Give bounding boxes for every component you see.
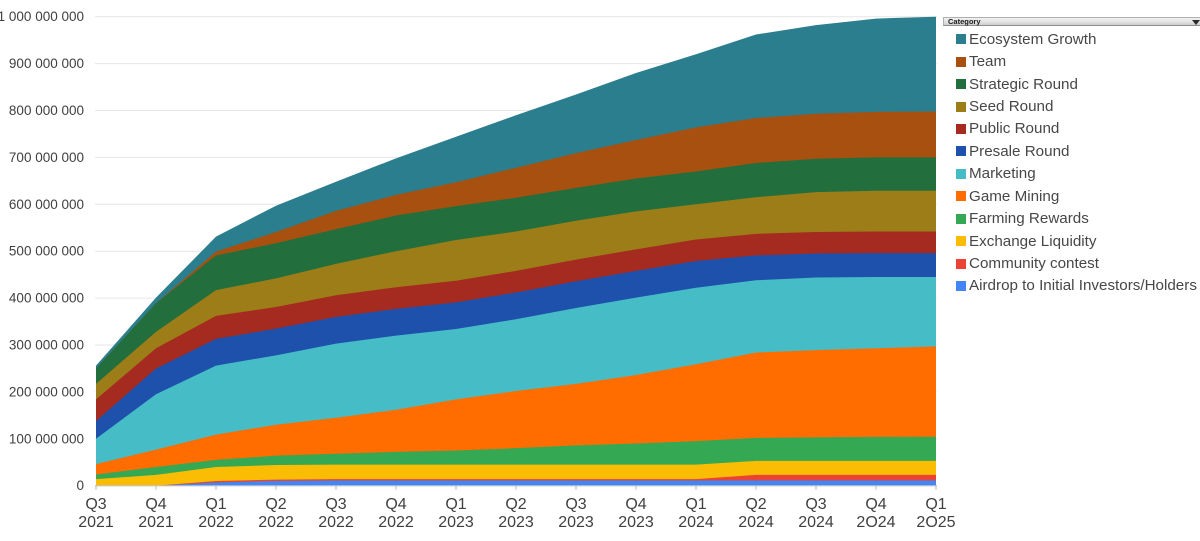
svg-text:Q1: Q1 [205,496,226,513]
svg-text:2023: 2023 [618,514,654,531]
svg-text:200 000 000: 200 000 000 [9,384,84,399]
svg-text:2023: 2023 [438,514,474,531]
svg-text:1 000 000 000: 1 000 000 000 [0,9,84,24]
svg-text:2021: 2021 [138,514,174,531]
svg-text:2023: 2023 [558,514,594,531]
svg-text:800 000 000: 800 000 000 [9,103,84,118]
svg-text:Q1: Q1 [685,496,706,513]
svg-text:2024: 2024 [738,514,774,531]
svg-text:300 000 000: 300 000 000 [9,338,84,353]
svg-text:500 000 000: 500 000 000 [9,244,84,259]
svg-text:Q1: Q1 [925,496,946,513]
svg-text:Q2: Q2 [265,496,286,513]
svg-text:2024: 2024 [798,514,834,531]
svg-text:2022: 2022 [258,514,294,531]
svg-text:400 000 000: 400 000 000 [9,291,84,306]
svg-text:2024: 2024 [678,514,714,531]
svg-text:Q3: Q3 [805,496,826,513]
svg-text:900 000 000: 900 000 000 [9,56,84,71]
svg-text:Q4: Q4 [625,496,646,513]
svg-text:Q3: Q3 [325,496,346,513]
svg-text:100 000 000: 100 000 000 [9,431,84,446]
svg-text:2022: 2022 [318,514,354,531]
svg-text:Q4: Q4 [145,496,166,513]
svg-text:2O24: 2O24 [856,514,895,531]
svg-text:Q3: Q3 [565,496,586,513]
svg-text:2022: 2022 [198,514,234,531]
svg-text:Q1: Q1 [445,496,466,513]
svg-text:2023: 2023 [498,514,534,531]
svg-text:600 000 000: 600 000 000 [9,197,84,212]
svg-text:Q2: Q2 [745,496,766,513]
svg-text:700 000 000: 700 000 000 [9,150,84,165]
svg-text:2022: 2022 [378,514,414,531]
svg-text:2O25: 2O25 [916,514,955,531]
svg-text:0: 0 [76,478,84,493]
svg-text:Q4: Q4 [865,496,886,513]
svg-text:2021: 2021 [78,514,114,531]
svg-text:Q3: Q3 [85,496,106,513]
svg-text:Q2: Q2 [505,496,526,513]
svg-text:Q4: Q4 [385,496,406,513]
